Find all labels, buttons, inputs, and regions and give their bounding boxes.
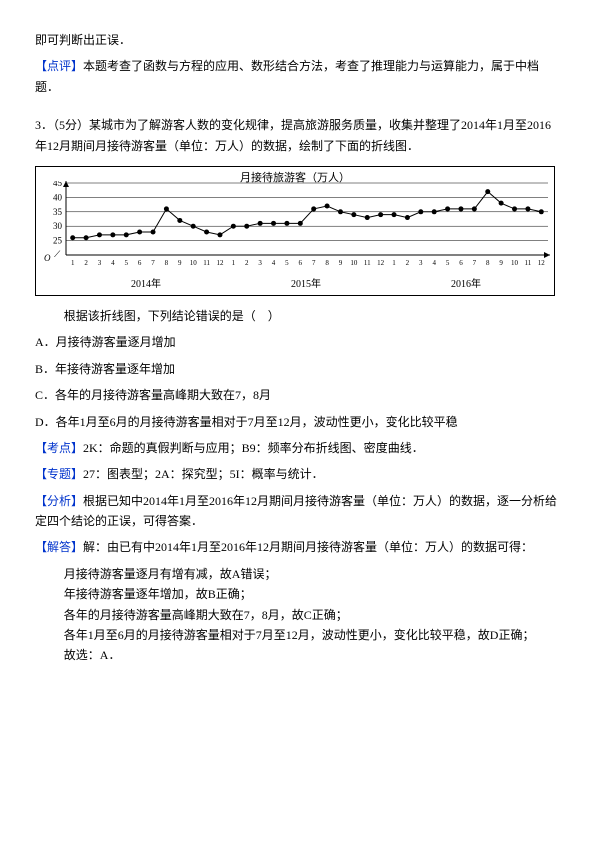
svg-text:11: 11: [364, 259, 371, 267]
svg-text:⟋: ⟋: [54, 249, 61, 259]
svg-text:1: 1: [71, 259, 75, 267]
svg-text:9: 9: [178, 259, 182, 267]
svg-text:4: 4: [272, 259, 276, 267]
svg-text:9: 9: [499, 259, 503, 267]
kaodian-row: 【考点】2K：命题的真假判断与应用；B9：频率分布折线图、密度曲线．: [35, 438, 560, 458]
jieda-item-b: 年接待游客量逐年增加，故B正确；: [35, 584, 560, 604]
label-fenxi: 【分析】: [35, 494, 83, 508]
svg-text:11: 11: [525, 259, 532, 267]
svg-text:4: 4: [432, 259, 436, 267]
svg-text:5: 5: [446, 259, 450, 267]
svg-text:10: 10: [190, 259, 198, 267]
svg-text:12: 12: [377, 259, 385, 267]
svg-text:1: 1: [232, 259, 236, 267]
intro-review-text: 本题考查了函数与方程的应用、数形结合方法，考查了推理能力与运算能力，属于中档题．: [35, 59, 539, 93]
svg-text:6: 6: [299, 259, 303, 267]
question-tail: 根据该折线图，下列结论错误的是（ ）: [35, 306, 560, 326]
svg-text:8: 8: [486, 259, 490, 267]
jieda-item-d: 各年1月至6月的月接待游客量相对于7月至12月，波动性更小，变化比较平稳，故D正…: [35, 625, 560, 645]
svg-text:30: 30: [53, 221, 63, 231]
svg-text:40: 40: [53, 192, 63, 202]
svg-text:3: 3: [258, 259, 262, 267]
jieda-item-c: 各年的月接待游客量高峰期大致在7，8月，故C正确；: [35, 605, 560, 625]
chart-year-labels: 2014年 2015年 2016年: [66, 276, 546, 293]
option-d: D．各年1月至6月的月接待游客量相对于7月至12月，波动性更小，变化比较平稳: [35, 412, 560, 432]
line-chart-container: 月接待旅游客（万人） 2530354045O⟋12345678910111212…: [35, 166, 555, 296]
svg-text:6: 6: [459, 259, 463, 267]
svg-text:7: 7: [473, 259, 477, 267]
intro-review: 【点评】本题考查了函数与方程的应用、数形结合方法，考查了推理能力与运算能力，属于…: [35, 56, 560, 97]
svg-text:10: 10: [350, 259, 358, 267]
svg-text:25: 25: [53, 236, 63, 246]
svg-text:8: 8: [325, 259, 329, 267]
year-2016: 2016年: [451, 276, 481, 293]
question-stem: 3．（5分）某城市为了解游客人数的变化规律，提高旅游服务质量，收集并整理了201…: [35, 115, 560, 156]
svg-text:7: 7: [312, 259, 316, 267]
svg-text:9: 9: [339, 259, 343, 267]
chart-svg: 2530354045O⟋1234567891011121234567891011…: [36, 181, 556, 277]
option-a: A．月接待游客量逐月增加: [35, 332, 560, 352]
jieda-row: 【解答】解：由已有中2014年1月至2016年12月期间月接待游客量（单位：万人…: [35, 537, 560, 557]
intro-line1: 即可判断出正误．: [35, 30, 560, 50]
label-dianping: 【点评】: [35, 59, 83, 73]
svg-text:O: O: [44, 253, 51, 263]
jieda-intro: 解：由已有中2014年1月至2016年12月期间月接待游客量（单位：万人）的数据…: [83, 540, 533, 554]
svg-text:2: 2: [245, 259, 249, 267]
zhuanti-row: 【专题】27：图表型；2A：探究型；5I：概率与统计．: [35, 464, 560, 484]
svg-text:1: 1: [392, 259, 396, 267]
svg-text:35: 35: [53, 207, 63, 217]
spacer: [35, 103, 560, 115]
svg-text:6: 6: [138, 259, 142, 267]
year-2014: 2014年: [131, 276, 161, 293]
kaodian-text: 2K：命题的真假判断与应用；B9：频率分布折线图、密度曲线．: [83, 441, 424, 455]
svg-text:7: 7: [151, 259, 155, 267]
svg-text:5: 5: [125, 259, 129, 267]
jieda-item-a: 月接待游客量逐月有增有减，故A错误；: [35, 564, 560, 584]
svg-text:4: 4: [111, 259, 115, 267]
svg-text:2: 2: [406, 259, 410, 267]
svg-text:5: 5: [285, 259, 289, 267]
svg-text:45: 45: [53, 181, 63, 188]
label-kaodian: 【考点】: [35, 441, 83, 455]
fenxi-text: 根据已知中2014年1月至2016年12月期间月接待游客量（单位：万人）的数据，…: [35, 494, 557, 528]
label-jieda: 【解答】: [35, 540, 83, 554]
svg-text:11: 11: [203, 259, 210, 267]
year-2015: 2015年: [291, 276, 321, 293]
zhuanti-text: 27：图表型；2A：探究型；5I：概率与统计．: [83, 467, 324, 481]
svg-text:8: 8: [165, 259, 169, 267]
svg-text:10: 10: [511, 259, 519, 267]
svg-text:12: 12: [538, 259, 546, 267]
svg-text:3: 3: [98, 259, 102, 267]
svg-text:3: 3: [419, 259, 423, 267]
svg-text:2: 2: [84, 259, 88, 267]
option-c: C．各年的月接待游客量高峰期大致在7，8月: [35, 385, 560, 405]
label-zhuanti: 【专题】: [35, 467, 83, 481]
option-b: B．年接待游客量逐年增加: [35, 359, 560, 379]
jieda-choose: 故选：A．: [35, 645, 560, 665]
fenxi-row: 【分析】根据已知中2014年1月至2016年12月期间月接待游客量（单位：万人）…: [35, 491, 560, 532]
svg-text:12: 12: [216, 259, 224, 267]
